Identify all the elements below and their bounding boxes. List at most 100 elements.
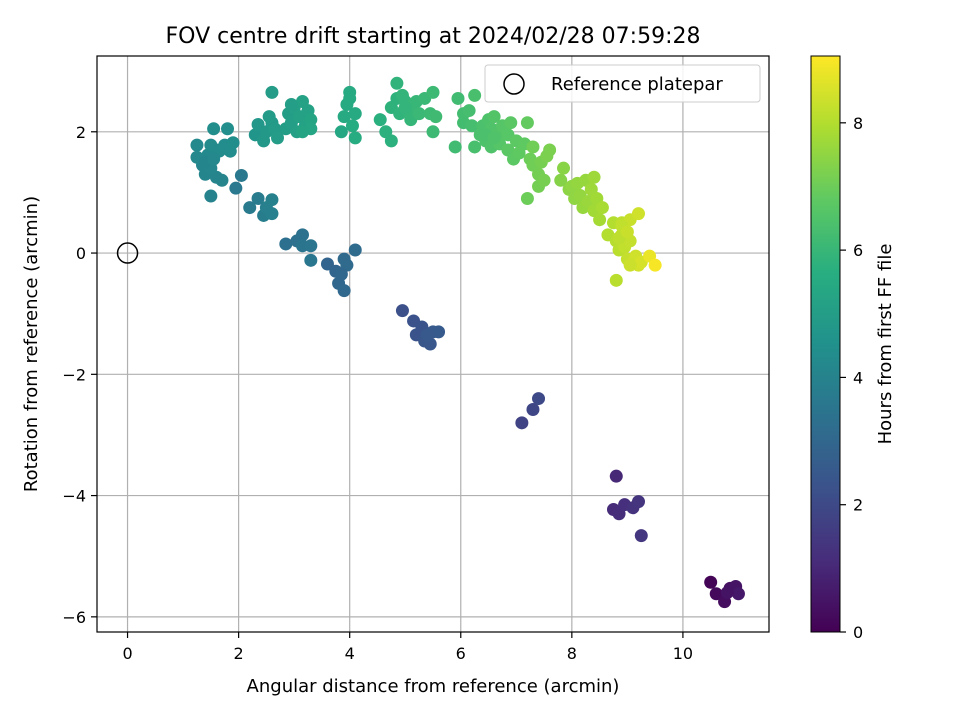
scatter-point xyxy=(593,213,607,227)
scatter-point xyxy=(348,107,362,121)
scatter-point xyxy=(432,325,446,339)
plot-frame xyxy=(96,55,770,633)
scatter-point xyxy=(204,189,218,203)
scatter-point xyxy=(337,252,351,266)
scatter-point xyxy=(279,237,293,251)
scatter-point xyxy=(348,243,362,257)
scatter-point xyxy=(451,91,465,105)
y-tick-label: −6 xyxy=(62,608,86,627)
scatter-point xyxy=(207,122,221,136)
scatter-point xyxy=(373,113,387,127)
scatter-point xyxy=(304,239,318,253)
scatter-point xyxy=(395,304,409,318)
scatter-point xyxy=(304,113,318,127)
scatter-point xyxy=(234,168,248,182)
scatter-point xyxy=(243,201,257,215)
colorbar-tick-label: 2 xyxy=(853,496,863,515)
scatter-point xyxy=(468,88,482,102)
scatter-point xyxy=(543,143,557,157)
scatter-point xyxy=(631,495,645,509)
scatter-point xyxy=(709,587,723,601)
y-tick-label: −2 xyxy=(62,365,86,384)
scatter-point xyxy=(587,170,601,184)
scatter-point xyxy=(348,131,362,145)
scatter-point xyxy=(229,181,243,195)
scatter-point xyxy=(487,110,501,124)
legend-marker-icon xyxy=(503,73,525,95)
scatter-point xyxy=(251,191,265,205)
scatter-point xyxy=(532,392,546,406)
scatter-point xyxy=(262,110,276,124)
scatter-point xyxy=(334,267,348,281)
colorbar-label: Hours from first FF file xyxy=(875,244,896,445)
scatter-point xyxy=(520,116,534,130)
scatter-points xyxy=(190,76,745,609)
scatter-point xyxy=(468,140,482,154)
colorbar-tick-label: 6 xyxy=(853,241,863,260)
legend-label: Reference platepar xyxy=(551,74,723,95)
scatter-point xyxy=(731,587,745,601)
scatter-point xyxy=(609,273,623,287)
scatter-point xyxy=(720,586,734,600)
scatter-point xyxy=(465,119,479,133)
colorbar-tick-label: 8 xyxy=(853,114,863,133)
x-tick-label: 2 xyxy=(234,644,244,663)
scatter-point xyxy=(343,91,357,105)
x-tick-label: 4 xyxy=(345,644,355,663)
scatter-point xyxy=(412,107,426,121)
scatter-point xyxy=(190,138,204,152)
colorbar: 0 2 4 6 8 Hours from first FF file xyxy=(810,55,896,642)
scatter-point xyxy=(631,207,645,221)
scatter-point xyxy=(526,402,540,416)
scatter-point xyxy=(648,258,662,272)
scatter-point xyxy=(704,575,718,589)
scatter-point xyxy=(295,125,309,139)
scatter-point xyxy=(448,140,462,154)
scatter-point xyxy=(284,98,298,112)
scatter-point xyxy=(462,104,476,118)
scatter-point xyxy=(345,119,359,133)
y-tick-label: 2 xyxy=(76,123,86,142)
scatter-point xyxy=(426,125,440,139)
scatter-point xyxy=(520,191,534,205)
x-axis-ticks: 0 2 4 6 8 10 xyxy=(122,632,693,663)
colorbar-tick-label: 0 xyxy=(853,623,863,642)
scatter-point xyxy=(304,253,318,267)
scatter-point xyxy=(429,110,443,124)
scatter-point xyxy=(557,161,571,175)
scatter-point xyxy=(337,110,351,124)
scatter-point xyxy=(398,101,412,115)
scatter-point xyxy=(265,193,279,207)
legend-box xyxy=(484,64,761,103)
scatter-point xyxy=(270,131,284,145)
scatter-point xyxy=(426,85,440,99)
scatter-point xyxy=(215,173,229,187)
colorbar-ticks: 0 2 4 6 8 xyxy=(840,114,863,642)
x-tick-label: 0 xyxy=(122,644,132,663)
scatter-point xyxy=(609,469,623,483)
scatter-point xyxy=(221,122,235,136)
scatter-point xyxy=(265,207,279,221)
x-axis-label: Angular distance from reference (arcmin) xyxy=(247,676,620,697)
x-tick-label: 10 xyxy=(673,644,693,663)
y-tick-label: −4 xyxy=(62,487,86,506)
scatter-point xyxy=(554,173,568,187)
scatter-point xyxy=(515,416,529,430)
scatter-point xyxy=(226,136,240,150)
colorbar-gradient xyxy=(810,55,841,633)
scatter-point xyxy=(504,116,518,130)
scatter-point xyxy=(526,140,540,154)
scatter-point xyxy=(487,131,501,145)
scatter-point xyxy=(265,85,279,99)
scatter-point xyxy=(595,201,609,215)
scatter-point xyxy=(337,284,351,298)
scatter-point xyxy=(620,225,634,239)
y-tick-label: 0 xyxy=(76,244,86,263)
scatter-point xyxy=(384,134,398,148)
scatter-point xyxy=(537,173,551,187)
x-tick-label: 8 xyxy=(567,644,577,663)
y-axis-label: Rotation from reference (arcmin) xyxy=(21,196,42,492)
chart-title: FOV centre drift starting at 2024/02/28 … xyxy=(166,24,701,49)
scatter-point xyxy=(623,258,637,272)
